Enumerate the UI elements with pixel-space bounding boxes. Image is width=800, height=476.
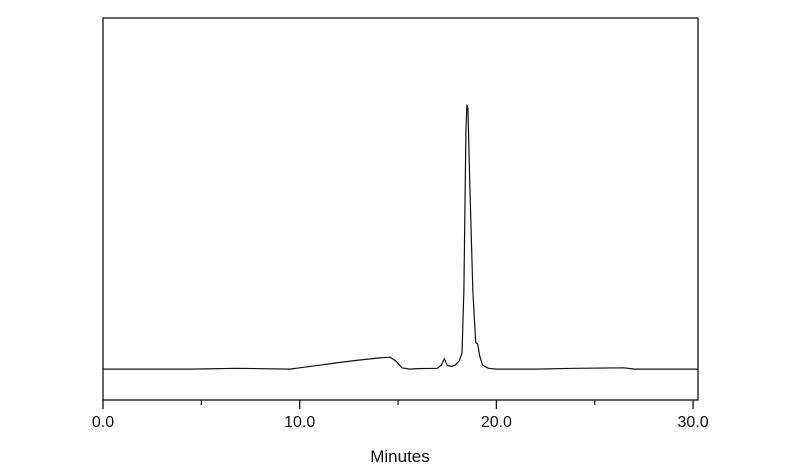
x-tick-label: 20.0: [481, 414, 512, 431]
plot-frame: [102, 17, 699, 401]
x-tick-label: 0.0: [92, 414, 114, 431]
chromatogram-trace: [103, 104, 698, 370]
x-tick-label: 10.0: [284, 414, 315, 431]
x-axis-label: Minutes: [370, 447, 430, 466]
x-tick-label: 30.0: [678, 414, 709, 431]
